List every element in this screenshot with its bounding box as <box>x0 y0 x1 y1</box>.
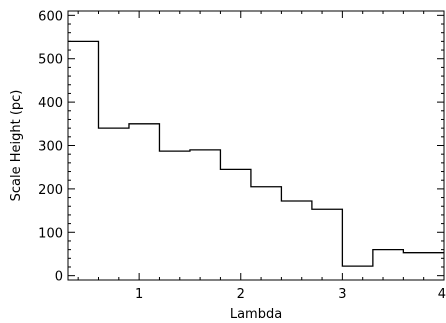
y-tick-label: 100 <box>38 226 63 241</box>
y-tick-label: 0 <box>55 270 63 285</box>
y-axis-label: Scale Height (pc) <box>9 90 24 202</box>
step-series-line <box>68 41 444 266</box>
y-tick-label: 500 <box>38 53 63 68</box>
x-axis-ticks: 1 2 3 4 <box>78 11 446 302</box>
x-axis-label: Lambda <box>230 307 282 322</box>
plot-area <box>68 41 444 266</box>
x-tick-label: 2 <box>237 287 245 302</box>
y-tick-label: 400 <box>38 96 63 111</box>
x-tick-label: 1 <box>135 287 143 302</box>
x-tick-label: 4 <box>438 287 446 302</box>
y-tick-label: 300 <box>38 140 63 155</box>
plot-frame <box>68 11 444 280</box>
y-tick-label: 200 <box>38 183 63 198</box>
x-tick-label: 3 <box>338 287 346 302</box>
y-tick-label: 600 <box>38 9 63 24</box>
